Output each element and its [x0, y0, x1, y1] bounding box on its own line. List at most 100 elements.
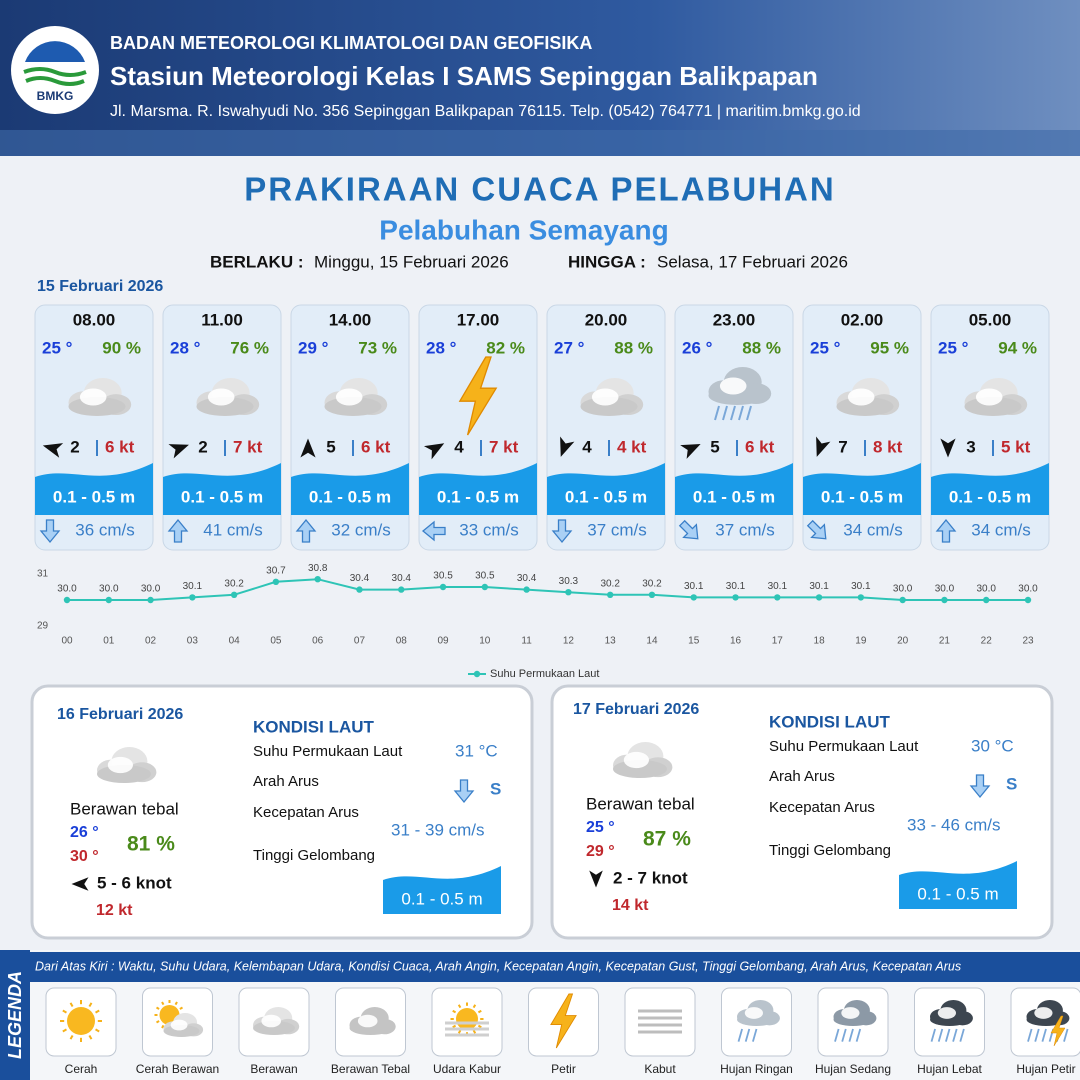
card-humidity: 95 % [870, 338, 909, 357]
wind-speed: 7 [838, 437, 847, 456]
wind-arrow [680, 443, 701, 459]
legend-box [624, 987, 696, 1057]
card-time: 17.00 [457, 310, 500, 329]
x-tick-label: 13 [605, 636, 617, 647]
legend-item-label: Hujan Sedang [815, 1062, 891, 1076]
current-speed: 32 cm/s [331, 520, 391, 539]
data-label: 30.3 [559, 576, 579, 587]
legend-item-label: Cerah Berawan [136, 1062, 219, 1076]
cloud-shine [719, 377, 747, 395]
data-label: 30.8 [308, 563, 328, 574]
lightning-icon [550, 993, 577, 1049]
data-label: 30.1 [183, 581, 203, 592]
card-humidity: 88 % [742, 338, 781, 357]
sea-label: Tinggi Gelombang [769, 842, 891, 859]
rain-drop [714, 405, 720, 421]
sst: 31 °C [455, 741, 498, 760]
x-tick-label: 07 [354, 636, 366, 647]
legend-desc-band [30, 952, 1080, 982]
station-name: Stasiun Meteorologi Kelas I SAMS Sepingg… [110, 61, 818, 91]
sun-ray [174, 1001, 178, 1006]
wind-arrow [940, 438, 956, 458]
wind-arrow [560, 436, 575, 457]
legend-side [0, 950, 30, 1080]
rain-drop [1063, 1028, 1069, 1042]
x-tick-label: 19 [855, 636, 867, 647]
x-tick-label: 22 [981, 636, 993, 647]
card-humidity: 94 % [998, 338, 1037, 357]
rain-drop [738, 405, 744, 421]
legend-description: Dari Atas Kiri : Waktu, Suhu Udara, Kele… [35, 959, 961, 973]
cloud-icon [253, 1007, 300, 1035]
card-time: 02.00 [841, 310, 884, 329]
card-time: 14.00 [329, 310, 372, 329]
sea-label: Suhu Permukaan Laut [253, 743, 403, 760]
condition: Berawan tebal [586, 794, 695, 813]
current-arrow [421, 520, 446, 542]
legend-item-label: Hujan Lebat [917, 1062, 982, 1076]
rain-drop [937, 1028, 944, 1042]
cloud-shine [623, 751, 649, 769]
wind-speed: 4 [582, 437, 592, 456]
rain-drop [855, 1028, 862, 1042]
wave-height: 0.1 - 0.5 m [53, 487, 135, 506]
data-label: 30.4 [350, 573, 370, 584]
current-arrow [806, 519, 827, 540]
sun-icon [67, 1007, 95, 1035]
sst: 30 °C [971, 736, 1014, 755]
wave-shape [931, 463, 1049, 515]
lightning-icon [458, 356, 498, 436]
logo-wave [25, 76, 85, 86]
gust: 6 kt [105, 437, 135, 456]
x-tick-label: 10 [479, 636, 491, 647]
current-speed: 41 cm/s [203, 520, 263, 539]
wave-shape [163, 463, 281, 515]
current-speed: 36 cm/s [75, 520, 135, 539]
data-label: 30.0 [976, 584, 996, 595]
gust: 6 kt [361, 437, 391, 456]
rain-drop [930, 1028, 936, 1042]
legend-icon [445, 1002, 489, 1037]
point [857, 594, 865, 601]
wave-height: 0.1 - 0.5 m [821, 487, 903, 506]
cloud-icon [836, 378, 900, 416]
gust: 12 kt [96, 902, 133, 919]
current-arrow [678, 519, 699, 540]
data-label: 30.0 [57, 584, 77, 595]
cloud-shine [841, 1007, 860, 1019]
cloud-shine [207, 388, 235, 406]
card-humidity: 76 % [230, 338, 269, 357]
current-speed: 33 cm/s [459, 520, 519, 539]
lightning-icon [1050, 1015, 1066, 1047]
point [565, 589, 572, 596]
cloud-shine [79, 388, 107, 406]
cloud-shine [1034, 1007, 1053, 1019]
rain-drop [722, 405, 728, 421]
wind-speed: 2 - 7 knot [613, 868, 688, 887]
point [147, 596, 154, 604]
wave-height: 0.1 - 0.5 m [949, 487, 1031, 506]
rain-icon [834, 1028, 862, 1042]
point [398, 586, 405, 593]
y-tick-label: 31 [37, 569, 49, 580]
data-label: 30.5 [433, 571, 453, 582]
x-tick-label: 03 [187, 636, 199, 647]
sea-label: Arah Arus [769, 768, 835, 785]
x-tick-label: 05 [270, 636, 282, 647]
current-arrow [935, 518, 957, 543]
card-humidity: 88 % [614, 338, 653, 357]
data-label: 30.1 [684, 581, 704, 592]
wave-height: 0.1 - 0.5 m [309, 487, 391, 506]
gust: 7 kt [489, 437, 519, 456]
point [941, 596, 948, 604]
card-time: 23.00 [713, 310, 756, 329]
x-tick-label: 16 [730, 636, 742, 647]
sun-ray [95, 1009, 100, 1014]
point [690, 594, 697, 601]
sun-ray [452, 1009, 457, 1014]
card-temp: 28 ° [170, 338, 201, 357]
x-tick-label: 17 [772, 636, 784, 647]
point [230, 591, 238, 598]
data-label: 30.2 [224, 578, 244, 589]
condition: Berawan tebal [70, 799, 179, 818]
